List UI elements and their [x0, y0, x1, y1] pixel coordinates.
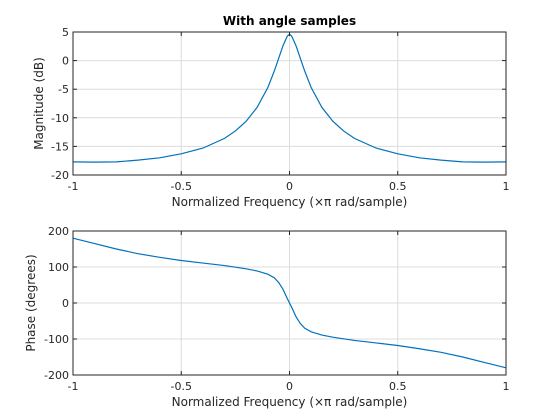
magnitude-x-tick-label-2: 0	[286, 180, 293, 193]
phase-y-tick-label-1: -100	[44, 333, 69, 346]
magnitude-chart-title: With angle samples	[223, 14, 356, 28]
magnitude-y-tick-label-3: -5	[58, 83, 69, 96]
phase-x-tick-label-1: -0.5	[171, 380, 192, 393]
magnitude-y-tick-label-0: -20	[51, 169, 69, 182]
magnitude-y-tick-label-1: -15	[51, 140, 69, 153]
magnitude-x-axis-label: Normalized Frequency (×π rad/sample)	[172, 195, 408, 209]
magnitude-y-tick-label-5: 5	[62, 26, 69, 39]
magnitude-axes: -1 -0.5 0 0.5 1 -20 -15 -10 -5 0 5 With angle samp…	[32, 14, 510, 209]
phase-y-tick-label-2: 0	[62, 297, 69, 310]
phase-x-tick-label-2: 0	[286, 380, 293, 393]
phase-x-tick-label-4: 1	[503, 380, 510, 393]
magnitude-y-axis-label: Magnitude (dB)	[32, 57, 46, 150]
phase-y-axis-label: Phase (degrees)	[24, 254, 38, 351]
phase-series-line	[72, 237, 507, 369]
magnitude-x-tick-label-3: 0.5	[389, 180, 407, 193]
magnitude-y-tick-label-4: 0	[62, 55, 69, 68]
phase-y-tick-label-4: 200	[48, 225, 69, 238]
magnitude-y-tick-label-2: -10	[51, 112, 69, 125]
phase-y-tick-label-0: -200	[44, 369, 69, 382]
phase-axes: -1 -0.5 0 0.5 1 -200 -100 0 100 200 Normalized Fr…	[24, 225, 510, 409]
phase-y-tick-label-3: 100	[48, 261, 69, 274]
phase-x-axis-label: Normalized Frequency (×π rad/sample)	[172, 395, 408, 409]
magnitude-x-tick-label-0: -1	[68, 180, 79, 193]
phase-x-tick-label-3: 0.5	[389, 380, 407, 393]
phase-x-tick-label-0: -1	[68, 380, 79, 393]
magnitude-x-tick-label-1: -0.5	[171, 180, 192, 193]
magnitude-x-tick-label-4: 1	[503, 180, 510, 193]
